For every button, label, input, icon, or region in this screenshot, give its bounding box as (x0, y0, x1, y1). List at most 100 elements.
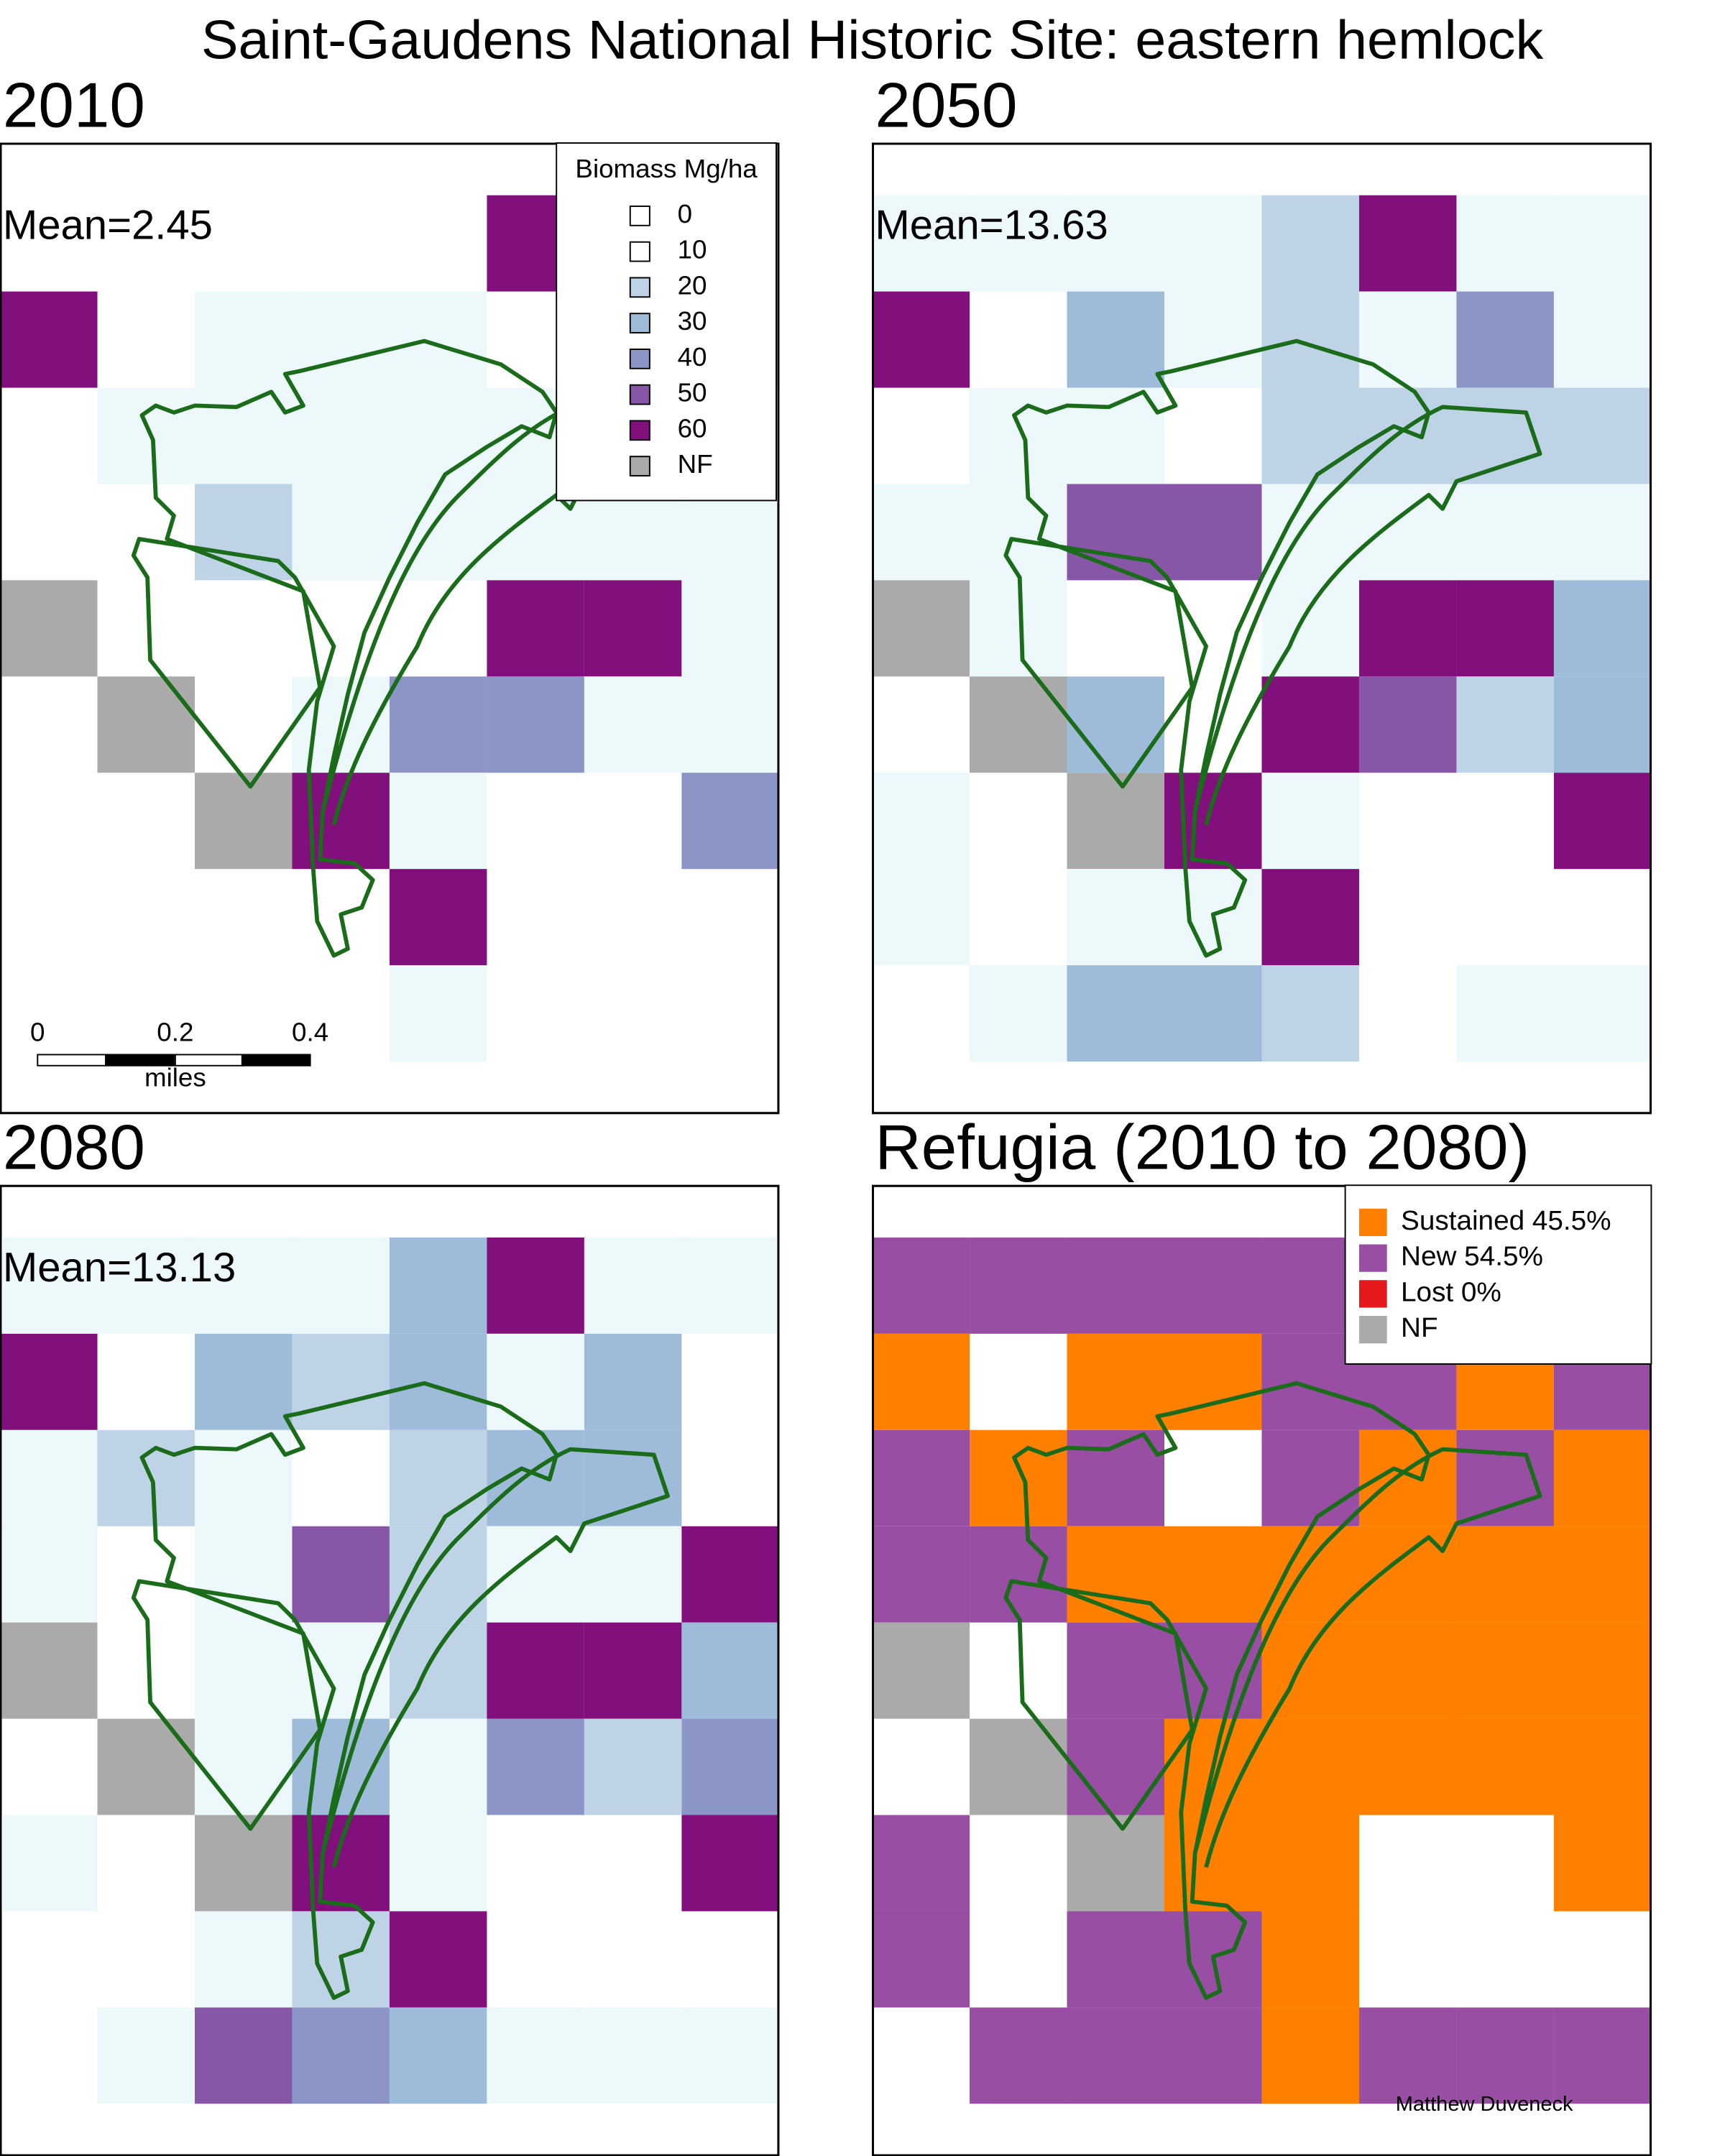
park-boundary (1003, 1381, 1542, 2000)
legend-label: Lost 0% (1401, 1277, 1501, 1308)
grid-cell (1261, 869, 1359, 966)
grid-cell (681, 1526, 779, 1623)
grid-cell (1261, 195, 1359, 292)
park-boundary (131, 1381, 670, 2000)
panel-border (0, 142, 780, 1115)
grid-cell (1164, 291, 1262, 388)
grid-cell (1553, 484, 1652, 581)
grid-cell (1067, 869, 1164, 966)
legend-label: 10 (678, 235, 707, 264)
legend-swatch (629, 349, 650, 369)
grid-cell (681, 1237, 779, 1334)
scale-segment (105, 1054, 175, 1067)
grid-cell (681, 676, 779, 773)
grid-cell (1358, 291, 1457, 388)
grid-cell (0, 1429, 98, 1526)
grid-cell (970, 387, 1067, 484)
panel-title: 2010 (3, 70, 145, 140)
legend-swatch (1358, 1208, 1387, 1237)
grid-cell (584, 1237, 682, 1334)
grid-cell (1358, 580, 1457, 677)
grid-cell (1164, 1333, 1262, 1430)
grid-cell (872, 484, 970, 581)
grid-cell (1553, 1815, 1652, 1912)
grid-cell (1261, 387, 1359, 484)
grid-cell (1553, 387, 1652, 484)
grid-cell (1067, 195, 1164, 292)
grid-cell (292, 387, 390, 484)
scale-label: 0 (30, 1018, 45, 1047)
grid-cell (194, 2007, 293, 2104)
grid-cell (292, 1237, 390, 1334)
grid-cell (194, 1718, 293, 1815)
grid-cell (1067, 1718, 1164, 1815)
grid-cell (970, 965, 1067, 1062)
scale-label: 0.4 (292, 1018, 328, 1047)
grid-cell (487, 1622, 584, 1719)
grid-cell (1553, 1526, 1652, 1623)
grid-cell (389, 1237, 487, 1334)
map-panel: 2080 Mean=13.13 (0, 1112, 780, 2156)
scale-segment (241, 1054, 311, 1067)
grid-cell (872, 1526, 970, 1623)
grid-cell (389, 1815, 487, 1912)
grid-cell (1067, 1237, 1164, 1334)
grid-cell (584, 580, 682, 677)
grid-cell (1358, 484, 1457, 581)
grid-cell (1456, 1429, 1554, 1526)
grid-cell (1456, 580, 1554, 677)
grid-cell (1456, 965, 1554, 1062)
grid-cell (194, 1237, 293, 1334)
grid-cell (970, 1526, 1067, 1623)
grid-cell (1067, 291, 1164, 388)
grid-cell (0, 1622, 98, 1719)
grid-cell (872, 869, 970, 966)
grid-cell (970, 676, 1067, 773)
grid-cell (1456, 1622, 1554, 1719)
grid-cell (872, 291, 970, 388)
grid-cell (1553, 1429, 1652, 1526)
grid-cell (584, 1526, 682, 1623)
grid-cell (194, 291, 293, 388)
grid-cell (487, 1526, 584, 1623)
grid-cell (872, 1622, 970, 1719)
grid-cell (389, 965, 487, 1062)
grid-cell (97, 387, 195, 484)
grid-cell (1553, 580, 1652, 677)
legend-box (556, 142, 777, 502)
grid-cell (872, 1237, 970, 1334)
grid-cell (389, 1911, 487, 2008)
grid-cell (1164, 773, 1262, 870)
grid-cell (970, 2007, 1067, 2104)
grid-cell (1261, 1622, 1359, 1719)
grid-cell (872, 1333, 970, 1430)
grid-cell (1164, 484, 1262, 581)
grid-cell (487, 1718, 584, 1815)
grid-cell (97, 1718, 195, 1815)
grid-cell (584, 1429, 682, 1526)
legend-label: NF (1401, 1312, 1438, 1343)
grid-cell (1456, 1526, 1554, 1623)
grid-cell (872, 195, 970, 292)
grid-cell (1456, 484, 1554, 581)
grid-cell (970, 484, 1067, 581)
grid-cell (1456, 1718, 1554, 1815)
grid-cell (681, 2007, 779, 2104)
grid-cell (970, 1429, 1067, 1526)
grid-cell (1553, 195, 1652, 292)
grid-cell (970, 1237, 1067, 1334)
legend-swatch (1358, 1280, 1387, 1308)
grid-cell (1261, 1237, 1359, 1334)
grid-cell (584, 1622, 682, 1719)
grid-cell (0, 1237, 98, 1334)
grid-cell (1261, 580, 1359, 677)
grid-cell (0, 291, 98, 388)
grid-cell (1261, 1333, 1359, 1430)
legend-swatch (629, 456, 650, 476)
legend-swatch (629, 313, 650, 333)
legend-swatch (629, 420, 650, 441)
legend-title: Biomass Mg/ha (575, 154, 758, 183)
grid-cell (1358, 1718, 1457, 1815)
grid-cell (970, 1718, 1067, 1815)
grid-cell (292, 291, 390, 388)
